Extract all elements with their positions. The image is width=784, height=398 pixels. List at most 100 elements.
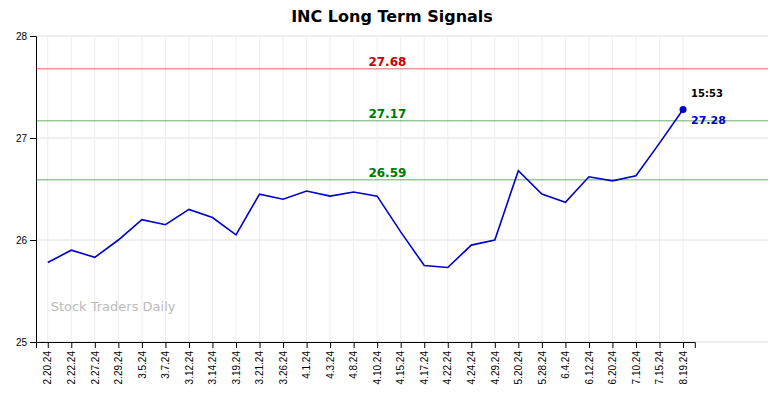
tick-mark: [236, 342, 237, 348]
tick: 2.27.24: [90, 342, 101, 384]
grid-line: [377, 36, 378, 342]
grid-line: [400, 36, 401, 342]
tick: 4.22.24: [442, 342, 453, 384]
tick-label: 7.15.24: [654, 351, 665, 385]
axis-line: [30, 37, 37, 343]
tick-label: 6.20.24: [607, 351, 618, 385]
grid-line: [118, 36, 119, 342]
tick: 4.8.24: [348, 342, 359, 379]
grid-line: [565, 36, 566, 342]
title: INC Long Term Signals: [291, 7, 493, 26]
plot-area: 252627282.20.242.22.242.27.242.29.243.5.…: [16, 31, 768, 385]
tick-label: 2.27.24: [90, 351, 101, 385]
tick-mark: [660, 342, 661, 348]
grid-line: [612, 36, 613, 342]
tick-label: 3.19.24: [231, 351, 242, 385]
tick-label: 2.20.24: [42, 351, 53, 385]
tick-mark: [542, 342, 543, 348]
tick-mark: [30, 342, 36, 343]
tick-label: 3.21.24: [254, 351, 265, 385]
tick: 3.19.24: [231, 342, 242, 384]
tick-mark: [165, 342, 166, 348]
tick: 5.20.24: [513, 342, 524, 384]
tick: 6.12.24: [584, 342, 595, 384]
grid-line: [283, 36, 284, 342]
grid-line: [47, 36, 48, 342]
tick: 3.21.24: [254, 342, 265, 384]
grid-line: [212, 36, 213, 342]
grid-line: [471, 36, 472, 342]
grid-line: [683, 36, 684, 342]
grid-line: [659, 36, 660, 342]
grid-line: [36, 36, 768, 37]
tick-mark: [612, 342, 613, 348]
tick-label: 28: [16, 31, 28, 42]
tick: 6.20.24: [607, 342, 618, 384]
grid-line: [518, 36, 519, 342]
tick-mark: [30, 240, 36, 241]
grid-line: [306, 36, 307, 342]
tick-label: 4.17.24: [419, 351, 430, 385]
tick-label: 8.19.24: [678, 351, 689, 385]
grid: [36, 36, 768, 342]
grid-line: [36, 240, 768, 241]
annotations: 27.6827.1726.5915:5327.28Stock Traders D…: [51, 55, 726, 315]
tick-label: 4.22.24: [442, 351, 453, 385]
tick-label: 4.1.24: [301, 351, 312, 379]
tick-label: 2.29.24: [113, 351, 124, 385]
tick-mark: [354, 342, 355, 348]
tick-mark: [307, 342, 308, 348]
tick: 5.28.24: [537, 342, 548, 384]
tick: 4.1.24: [301, 342, 312, 379]
tick: 2.22.24: [66, 342, 77, 384]
tick: 4.17.24: [419, 342, 430, 384]
watermark: Stock Traders Daily: [51, 299, 176, 314]
tick-mark: [30, 36, 36, 37]
data-layer: [36, 69, 768, 268]
tick-label: 4.10.24: [372, 351, 383, 385]
grid-line: [94, 36, 95, 342]
tick-label: 6.4.24: [560, 351, 571, 379]
tick-mark: [71, 342, 72, 348]
grid-line: [36, 138, 768, 139]
tick-mark: [565, 342, 566, 348]
tick-mark: [330, 342, 331, 348]
tick-label: 4.24.24: [466, 351, 477, 385]
tick-mark: [118, 342, 119, 348]
tick: 4.29.24: [490, 342, 501, 384]
tick: 27: [16, 133, 36, 144]
tick-label: 4.3.24: [325, 351, 336, 379]
tick: 25: [16, 337, 36, 348]
tick-label: 26: [16, 235, 28, 246]
x-axis: 2.20.242.22.242.27.242.29.243.5.243.7.24…: [37, 342, 696, 384]
grid-line: [141, 36, 142, 342]
tick-label: 6.12.24: [584, 351, 595, 385]
tick: 4.24.24: [466, 342, 477, 384]
tick-mark: [142, 342, 143, 348]
tick: 4.3.24: [325, 342, 336, 379]
tick-mark: [189, 342, 190, 348]
tick-mark: [377, 342, 378, 348]
tick: 28: [16, 31, 36, 42]
tick-mark: [495, 342, 496, 348]
tick-label: 3.7.24: [160, 351, 171, 379]
tick: 7.10.24: [631, 342, 642, 384]
grid-line: [71, 36, 72, 342]
tick-label: 5.28.24: [537, 351, 548, 385]
tick: 3.7.24: [160, 342, 171, 379]
grid-line: [541, 36, 542, 342]
grid-line: [635, 36, 636, 342]
chart: 252627282.20.242.22.242.27.242.29.243.5.…: [0, 0, 784, 398]
signal-label: 27.68: [368, 55, 406, 69]
tick-label: 3.14.24: [207, 351, 218, 385]
tick: 2.29.24: [113, 342, 124, 384]
tick-mark: [471, 342, 472, 348]
signal-label: 26.59: [368, 166, 406, 180]
grid-line: [330, 36, 331, 342]
tick-mark: [30, 138, 36, 139]
tick: 4.15.24: [395, 342, 406, 384]
tick: 3.14.24: [207, 342, 218, 384]
tick-label: 25: [16, 337, 28, 348]
last-annotation: 27.28: [691, 114, 726, 127]
grid-line: [353, 36, 354, 342]
